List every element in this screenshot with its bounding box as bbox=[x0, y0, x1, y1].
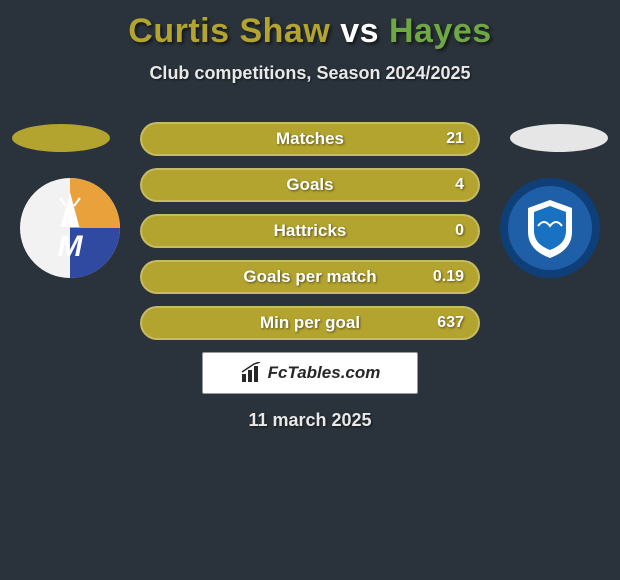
stat-value: 21 bbox=[446, 130, 464, 148]
mansfield-badge-icon: M bbox=[20, 178, 120, 278]
player2-club-badge bbox=[500, 178, 600, 278]
comparison-title: Curtis Shaw vs Hayes bbox=[0, 0, 620, 51]
svg-text:M: M bbox=[58, 230, 84, 263]
stat-value: 0 bbox=[455, 222, 464, 240]
stat-bar: Goals per match 0.19 bbox=[140, 260, 480, 294]
logo-text: FcTables.com bbox=[268, 363, 381, 383]
date-text: 11 march 2025 bbox=[0, 410, 620, 431]
fctables-logo: FcTables.com bbox=[202, 352, 418, 394]
stat-label: Hattricks bbox=[274, 221, 347, 241]
player1-club-badge: M bbox=[20, 178, 120, 278]
stat-value: 637 bbox=[437, 314, 464, 332]
stat-label: Matches bbox=[276, 129, 344, 149]
stat-label: Goals per match bbox=[243, 267, 376, 287]
player1-ellipse bbox=[12, 124, 110, 152]
player2-ellipse bbox=[510, 124, 608, 152]
stat-value: 0.19 bbox=[433, 268, 464, 286]
chart-icon bbox=[240, 362, 262, 384]
subtitle: Club competitions, Season 2024/2025 bbox=[0, 63, 620, 84]
stat-bar: Min per goal 637 bbox=[140, 306, 480, 340]
stat-label: Min per goal bbox=[260, 313, 360, 333]
stat-bar: Goals 4 bbox=[140, 168, 480, 202]
stat-value: 4 bbox=[455, 176, 464, 194]
stat-bar: Hattricks 0 bbox=[140, 214, 480, 248]
vs-text: vs bbox=[330, 12, 389, 50]
stat-bar: Matches 21 bbox=[140, 122, 480, 156]
stats-bars: Matches 21 Goals 4 Hattricks 0 Goals per match… bbox=[140, 122, 480, 352]
peterborough-badge-icon bbox=[500, 178, 600, 278]
player2-name: Hayes bbox=[389, 12, 492, 50]
player1-name: Curtis Shaw bbox=[128, 12, 330, 50]
stat-label: Goals bbox=[286, 175, 333, 195]
